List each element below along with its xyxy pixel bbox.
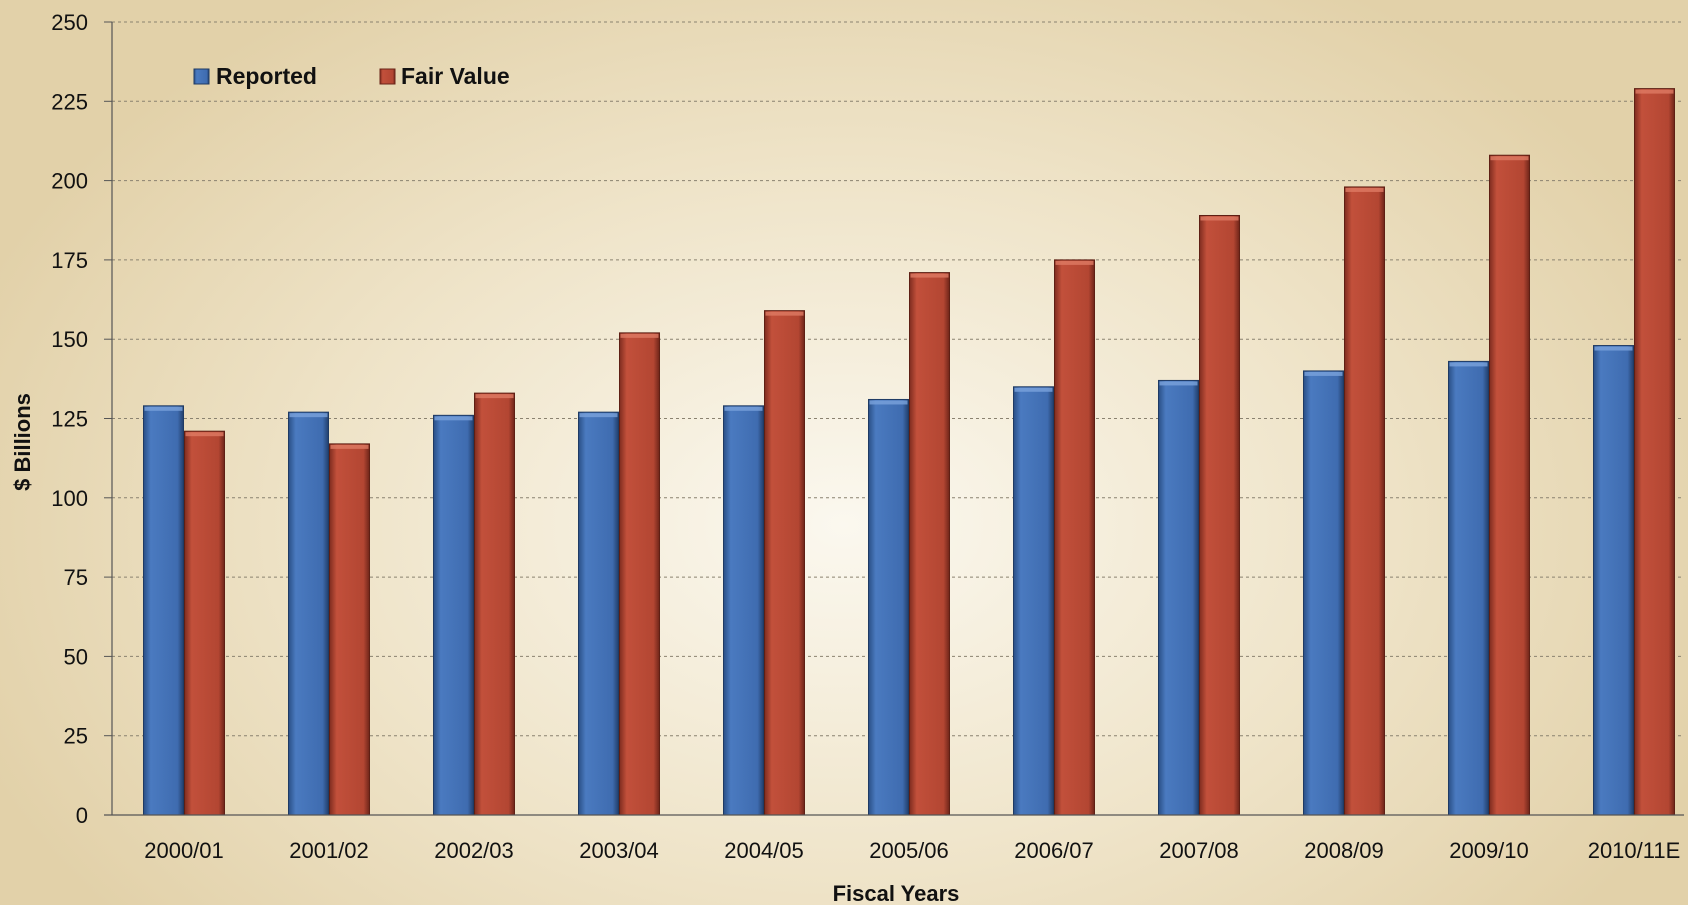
y-tick-label: 225 [51,89,88,114]
bar-fair-value-2006-07 [1054,259,1095,816]
y-tick-label: 100 [51,486,88,511]
bar-cap [1200,216,1239,221]
legend-label-fair-value: Fair Value [401,63,510,89]
bar-cap [765,311,804,316]
bar-cap [144,406,183,411]
bar-cap [724,406,763,411]
x-tick-label: 2004/05 [724,838,804,863]
bar-cap [434,416,473,421]
x-tick-label: 2000/01 [144,838,224,863]
bar-cap [1635,89,1674,94]
x-tick-label: 2003/04 [579,838,659,863]
bar-cap [185,432,224,437]
y-tick-labels: 0 25 50 75 100 125 150 175 200 225 250 [51,10,88,828]
x-tick-label: 2006/07 [1014,838,1094,863]
bar-cap [289,413,328,418]
x-tick-label: 2010/11E [1588,838,1681,863]
y-tick-label: 75 [64,565,88,590]
x-tick-label: 2005/06 [869,838,949,863]
bar-fair-value-2001-02 [329,443,370,816]
x-axis-label: Fiscal Years [833,881,960,905]
bar-reported-2005-06 [868,398,909,816]
bar-cap [1490,156,1529,161]
x-tick-label: 2007/08 [1159,838,1239,863]
y-tick-label: 200 [51,169,88,194]
bar-cap [1055,260,1094,265]
bar-cap [330,444,369,449]
bar-reported-2007-08 [1158,379,1199,816]
x-tick-label: 2001/02 [289,838,369,863]
axes [104,21,1684,816]
bar-reported-2000-01 [143,405,184,816]
x-tick-label: 2009/10 [1449,838,1529,863]
bar-cap [1345,187,1384,192]
bar-cap [1594,346,1633,351]
bar-cap [475,394,514,399]
bar-fair-value-2003-04 [619,332,660,816]
bar-cap [1304,371,1343,376]
bar-cap [869,400,908,405]
bar-cap [1159,381,1198,386]
y-axis-label: $ Billions [10,393,35,491]
legend-label-reported: Reported [216,63,317,89]
y-tick-label: 250 [51,10,88,35]
bar-reported-2006-07 [1013,386,1054,816]
bar-cap [1014,387,1053,392]
bar-reported-2008-09 [1303,370,1344,816]
bar-fair-value-2002-03 [474,392,515,816]
bar-reported-2001-02 [288,411,329,816]
bar-fair-value-2008-09 [1344,186,1385,816]
x-tick-label: 2008/09 [1304,838,1384,863]
bar-reported-2010-11E [1593,345,1634,816]
bar-fair-value-2009-10 [1489,154,1530,816]
y-tick-label: 50 [64,644,88,669]
bar-fair-value-2004-05 [764,310,805,816]
x-tick-label: 2002/03 [434,838,514,863]
legend-swatch-reported [193,68,210,85]
y-tick-label: 175 [51,248,88,273]
bar-fair-value-2007-08 [1199,214,1240,816]
legend-swatch-fair-value [379,68,396,85]
bar-fair-value-2010-11E [1634,88,1675,816]
y-tick-label: 125 [51,407,88,432]
bar-fair-value-2005-06 [909,272,950,816]
y-tick-label: 25 [64,724,88,749]
legend: Reported Fair Value [193,63,510,89]
x-tick-labels: 2000/01 2001/02 2002/03 2003/04 2004/05 2005/… [144,838,1680,863]
bar-cap [579,413,618,418]
bar-reported-2004-05 [723,405,764,816]
bar-reported-2002-03 [433,414,474,816]
bar-fair-value-2000-01 [184,430,225,816]
bar-reported-2003-04 [578,411,619,816]
y-tick-label: 150 [51,327,88,352]
bar-reported-2009-10 [1448,360,1489,816]
bar-cap [910,273,949,278]
bar-cap [1449,362,1488,367]
bar-cap [620,333,659,338]
y-tick-label: 0 [76,803,88,828]
bars [143,88,1675,816]
